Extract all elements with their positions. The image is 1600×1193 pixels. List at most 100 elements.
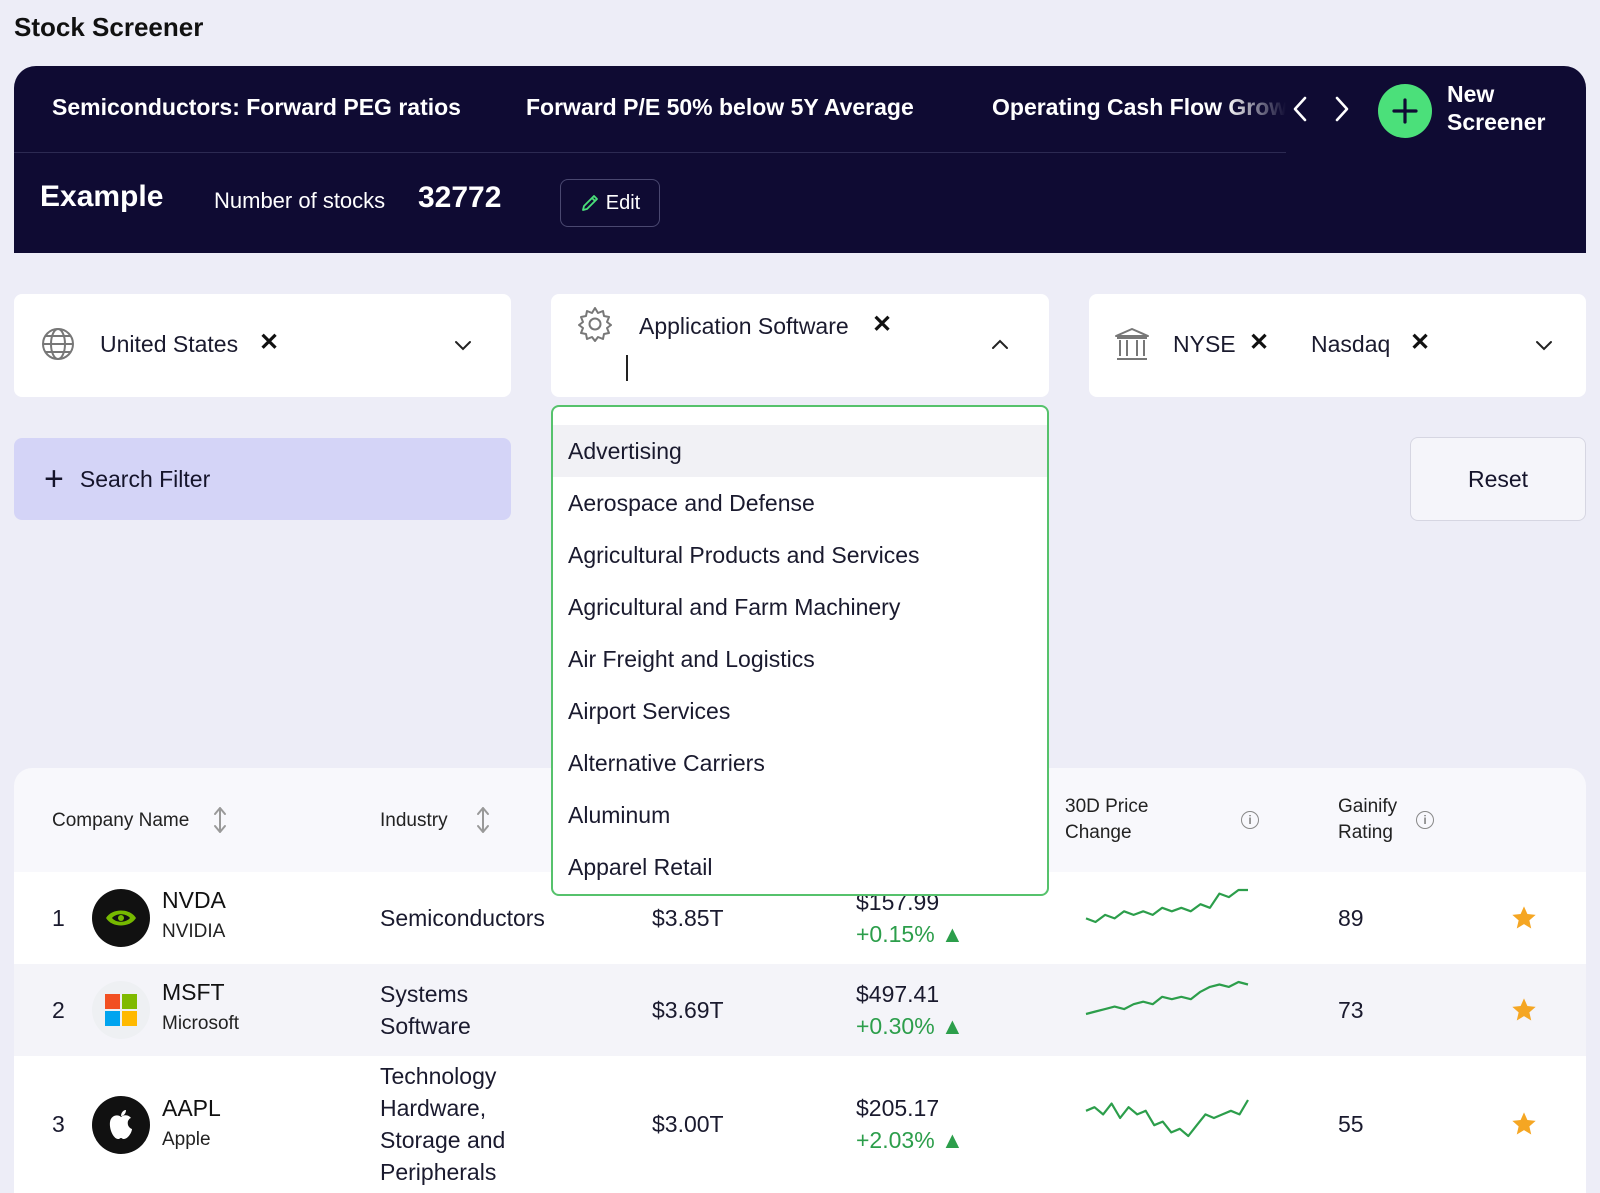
tab-forward-pe[interactable]: Forward P/E 50% below 5Y Average bbox=[526, 94, 914, 120]
row-price: $497.41 bbox=[856, 981, 940, 1007]
number-of-stocks-value: 32772 bbox=[418, 181, 502, 214]
star-icon[interactable] bbox=[1510, 1110, 1538, 1138]
industry-chip-label: Application Software bbox=[639, 313, 849, 339]
dropdown-option[interactable]: Advertising bbox=[553, 425, 1047, 477]
row-market-cap: $3.69T bbox=[652, 997, 724, 1023]
globe-icon bbox=[42, 328, 74, 360]
header-30d-line1: 30D Price bbox=[1065, 796, 1149, 817]
row-rank: 1 bbox=[52, 905, 65, 931]
star-icon[interactable] bbox=[1510, 996, 1538, 1024]
row-ticker[interactable]: MSFT bbox=[162, 979, 225, 1005]
row-ticker[interactable]: NVDA bbox=[162, 887, 226, 913]
row-change: +2.03% ▲ bbox=[856, 1127, 964, 1153]
row-market-cap: $3.85T bbox=[652, 905, 724, 931]
remove-nasdaq-icon[interactable]: ✕ bbox=[1410, 329, 1431, 356]
sparkline-line bbox=[1085, 888, 1248, 924]
chevron-right-icon bbox=[1335, 96, 1349, 122]
info-icon[interactable]: i bbox=[1416, 811, 1434, 829]
sort-icon[interactable] bbox=[475, 806, 491, 834]
table-row[interactable]: 2 MSFT Microsoft Systems Software $3.69T… bbox=[14, 964, 1586, 1056]
row-company-name: NVIDIA bbox=[162, 921, 226, 942]
row-company-name: Microsoft bbox=[162, 1013, 240, 1034]
row-price: $205.17 bbox=[856, 1095, 940, 1121]
sparkline-chart bbox=[1085, 1099, 1249, 1138]
row-industry: Semiconductors bbox=[380, 905, 545, 931]
row-rank: 2 bbox=[52, 997, 65, 1023]
pencil-icon bbox=[581, 195, 598, 211]
row-change: +0.15% ▲ bbox=[856, 921, 964, 947]
header-industry[interactable]: Industry bbox=[380, 810, 448, 831]
sparkline-line bbox=[1085, 980, 1249, 1016]
dropdown-option[interactable]: Aerospace and Defense bbox=[568, 489, 815, 516]
row-industry-line: Software bbox=[380, 1013, 471, 1039]
exchange-chip-nyse: NYSE bbox=[1173, 331, 1236, 357]
edit-label: Edit bbox=[605, 191, 641, 214]
row-rating: 73 bbox=[1338, 997, 1364, 1023]
prev-tab-button[interactable] bbox=[1286, 92, 1316, 126]
header-gainify-rating: Gainify Rating bbox=[1338, 794, 1397, 846]
next-tab-button[interactable] bbox=[1326, 92, 1356, 126]
header-rating-line1: Gainify bbox=[1338, 796, 1398, 817]
row-industry-line: Hardware, bbox=[380, 1095, 487, 1121]
country-chip-label: United States bbox=[100, 331, 239, 357]
remove-industry-icon[interactable]: ✕ bbox=[872, 311, 893, 338]
exchange-filter[interactable]: NYSE ✕ Nasdaq ✕ bbox=[1089, 294, 1586, 397]
header-30d-price-change: 30D Price Change bbox=[1065, 794, 1148, 846]
dropdown-option[interactable]: Apparel Retail bbox=[568, 853, 713, 880]
industry-filter[interactable]: Application Software ✕ bbox=[551, 294, 1049, 397]
sparkline-chart bbox=[1085, 888, 1248, 924]
info-icon[interactable]: i bbox=[1241, 811, 1259, 829]
screener-tabs: Semiconductors: Forward PEG ratios Forwa… bbox=[14, 66, 1286, 153]
remove-nyse-icon[interactable]: ✕ bbox=[1249, 329, 1270, 356]
number-of-stocks-label: Number of stocks bbox=[214, 188, 386, 213]
sort-icon[interactable] bbox=[212, 806, 228, 834]
gear-icon bbox=[578, 307, 612, 342]
bank-icon bbox=[1115, 328, 1149, 360]
chevron-down-icon[interactable] bbox=[1535, 338, 1553, 352]
search-filter-button[interactable]: + Search Filter bbox=[14, 438, 511, 520]
dropdown-option[interactable]: Agricultural and Farm Machinery bbox=[568, 593, 901, 620]
row-industry-line: Technology bbox=[380, 1063, 497, 1089]
sparkline-line bbox=[1085, 1099, 1249, 1138]
row-industry-line: Peripherals bbox=[380, 1159, 497, 1185]
dropdown-option[interactable]: Airport Services bbox=[568, 697, 731, 724]
header-company-name[interactable]: Company Name bbox=[52, 810, 190, 831]
tab-semiconductors-peg[interactable]: Semiconductors: Forward PEG ratios bbox=[52, 94, 461, 120]
table-row[interactable]: 3 AAPL Apple Technology Hardware, Storag… bbox=[14, 1056, 1586, 1193]
search-filter-label: Search Filter bbox=[79, 465, 211, 492]
row-company-name: Apple bbox=[162, 1129, 211, 1150]
exchange-chip-nasdaq: Nasdaq bbox=[1311, 331, 1391, 357]
chevron-left-icon bbox=[1293, 96, 1307, 122]
row-ticker[interactable]: AAPL bbox=[162, 1095, 221, 1121]
tabs-fade bbox=[1226, 66, 1286, 152]
dropdown-option[interactable]: Air Freight and Logistics bbox=[568, 645, 815, 672]
star-icon[interactable] bbox=[1510, 904, 1538, 932]
plus-icon bbox=[1392, 98, 1418, 124]
plus-icon: + bbox=[44, 459, 64, 498]
new-screener-button[interactable] bbox=[1378, 84, 1432, 138]
country-filter[interactable]: United States ✕ bbox=[14, 294, 511, 397]
nvidia-logo bbox=[92, 889, 150, 947]
screener-name: Example bbox=[40, 180, 164, 213]
new-screener-label[interactable]: New Screener bbox=[1447, 81, 1546, 135]
apple-logo bbox=[92, 1096, 150, 1154]
row-rating: 89 bbox=[1338, 905, 1364, 931]
row-rank: 3 bbox=[52, 1111, 65, 1137]
industry-search-input[interactable] bbox=[626, 355, 628, 381]
row-industry-line: Systems bbox=[380, 981, 469, 1007]
sparkline-chart bbox=[1085, 980, 1249, 1016]
row-change: +0.30% ▲ bbox=[856, 1013, 964, 1039]
header-rating-line2: Rating bbox=[1338, 822, 1393, 843]
chevron-down-icon[interactable] bbox=[454, 338, 472, 352]
microsoft-logo bbox=[92, 981, 150, 1039]
edit-button[interactable]: Edit bbox=[560, 179, 660, 227]
dropdown-option[interactable]: Aluminum bbox=[568, 801, 671, 828]
screener-banner: Semiconductors: Forward PEG ratios Forwa… bbox=[14, 66, 1586, 253]
remove-country-icon[interactable]: ✕ bbox=[259, 329, 280, 356]
dropdown-option[interactable]: Alternative Carriers bbox=[568, 749, 765, 776]
dropdown-option[interactable]: Agricultural Products and Services bbox=[568, 541, 920, 568]
chevron-up-icon[interactable] bbox=[991, 338, 1009, 352]
row-market-cap: $3.00T bbox=[652, 1111, 724, 1137]
stocks-table: Company Name Industry 30D Price Change i… bbox=[14, 768, 1586, 1193]
reset-button[interactable]: Reset bbox=[1410, 437, 1586, 521]
